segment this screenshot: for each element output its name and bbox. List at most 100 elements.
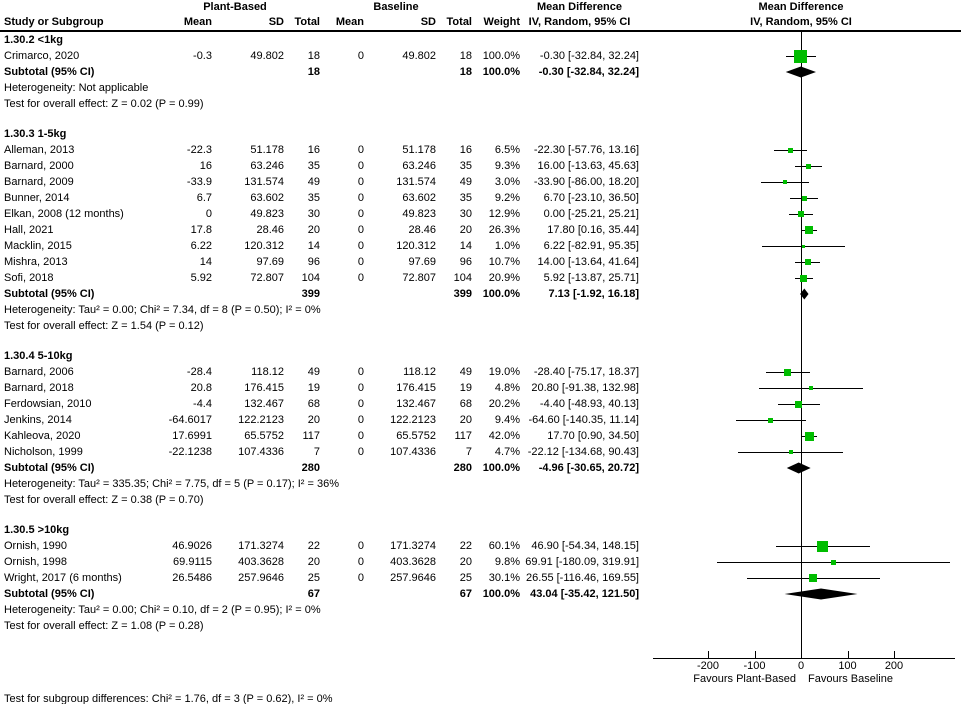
col-header-sd1: SD [268,16,284,28]
overall-effect-test-text: Test for overall effect: Z = 1.08 (P = 0… [4,620,204,632]
plant-total: 20 [307,224,320,236]
plant-total: 104 [301,272,320,284]
plant-sd [212,64,284,80]
study-name: Barnard, 2000 [4,160,74,172]
plant-sd: 176.415 [244,382,284,394]
effect-square [805,226,814,234]
weight: 6.5% [494,144,520,156]
study-name: Wright, 2017 (6 months) [4,572,122,584]
baseline-sd: 63.246 [402,160,436,172]
study-name: Alleman, 2013 [4,144,75,156]
forest-row-plot [641,348,961,364]
baseline-total: 280 [453,462,472,474]
baseline-total: 35 [459,192,472,204]
baseline-total: 30 [459,208,472,220]
col-header-total2: Total [446,16,472,28]
col-header-mean2: Mean [335,16,364,28]
baseline-mean [320,64,364,80]
study-name: Hall, 2021 [4,224,54,236]
forest-row-plot [641,302,961,318]
plant-sd: 65.5752 [244,430,284,442]
subtotal-diamond [785,66,816,78]
plant-sd: 171.3274 [238,540,284,552]
plant-mean: 17.6991 [172,430,212,442]
md-ci-text: -22.12 [-134.68, 90.43] [527,446,639,458]
forest-row-plot [641,396,961,412]
baseline-sd: 403.3628 [390,556,436,568]
forest-row-plot [641,476,961,492]
header-plant-based: Plant-Based [203,1,267,13]
plant-mean: 6.7 [196,192,212,204]
effect-square [784,368,792,376]
weight: 100.0% [482,66,520,78]
plant-sd: 118.12 [251,366,284,378]
baseline-mean: 0 [357,272,364,284]
plant-sd: 63.602 [250,192,284,204]
effect-square [801,195,807,201]
plant-sd: 120.312 [244,240,284,252]
baseline-total: 67 [459,588,472,600]
plant-total: 7 [313,446,320,458]
forest-row-plot [641,538,961,554]
plant-total: 22 [307,540,320,552]
heterogeneity-text: Heterogeneity: Tau² = 335.35; Chi² = 7.7… [4,478,339,490]
study-name: Barnard, 2006 [4,366,74,378]
baseline-mean: 0 [357,240,364,252]
effect-square [802,244,806,248]
spacer-row [0,112,961,126]
header-spacer [0,0,150,15]
md-ci-text: 5.92 [-13.87, 25.71] [543,272,639,284]
forest-row-plot [641,112,961,126]
header-group-row: Plant-Based Baseline Mean Difference Mea… [0,0,961,15]
subtotal-row: Subtotal (95% CI) 399 399 100.0% 7.13 [-1.92… [0,286,961,302]
subgroup-title-row: 1.30.2 <1kg [0,32,961,48]
md-ci-text: 14.00 [-13.64, 41.64] [537,256,639,268]
effect-square [794,49,808,63]
md-ci-text: 0.00 [-25.21, 25.21] [543,208,639,220]
baseline-sd: 97.69 [408,256,436,268]
plant-total: 35 [307,192,320,204]
axis-line [653,658,955,659]
baseline-total: 20 [459,556,472,568]
md-ci-text: 43.04 [-35.42, 121.50] [530,588,639,600]
baseline-mean: 0 [357,50,364,62]
study-name: Barnard, 2009 [4,176,74,188]
effect-square [804,431,814,441]
plant-sd: 63.246 [250,160,284,172]
study-row: Barnard, 2018 20.8 176.415 19 0 176.415 19 4.8%… [0,380,961,396]
forest-row-plot [641,270,961,286]
spacer-row [0,334,961,348]
header-mean-difference-left: Mean Difference [537,1,622,13]
plant-sd [212,286,284,302]
heterogeneity-row: Heterogeneity: Not applicable [0,80,961,96]
baseline-total: 35 [459,160,472,172]
spacer [0,334,641,348]
study-row: Kahleova, 2020 17.6991 65.5752 117 0 65.5752 1… [0,428,961,444]
baseline-sd: 132.467 [396,398,436,410]
plant-mean: 14 [199,256,212,268]
axis-tick [894,651,895,658]
study-row: Elkan, 2008 (12 months) 0 49.823 30 0 49.823 3… [0,206,961,222]
col-header-total1: Total [294,16,320,28]
effect-square [804,259,811,265]
plant-sd: 131.574 [244,176,284,188]
baseline-sd: 65.5752 [396,430,436,442]
header-column-row: Study or Subgroup Mean SD Total Mean SD … [0,15,961,30]
md-ci-text: -28.40 [-75.17, 18.37] [533,366,639,378]
effect-square [817,540,829,552]
study-name: Subtotal (95% CI) [4,588,95,600]
weight: 9.8% [494,556,520,568]
plant-total: 399 [301,288,320,300]
md-ci-text: -4.40 [-48.93, 40.13] [539,398,639,410]
baseline-total: 20 [459,414,472,426]
overall-effect-test-row: Test for overall effect: Z = 1.08 (P = 0… [0,618,961,634]
weight: 9.3% [494,160,520,172]
subgroup-differences-text: Test for subgroup differences: Chi² = 1.… [4,693,333,704]
weight: 60.1% [488,540,520,552]
study-name: Kahleova, 2020 [4,430,81,442]
axis-tick-label: 0 [797,660,805,672]
study-row: Barnard, 2006 -28.4 118.12 49 0 118.12 49 19.0%… [0,364,961,380]
table-header: Plant-Based Baseline Mean Difference Mea… [0,0,961,32]
baseline-sd: 176.415 [396,382,436,394]
